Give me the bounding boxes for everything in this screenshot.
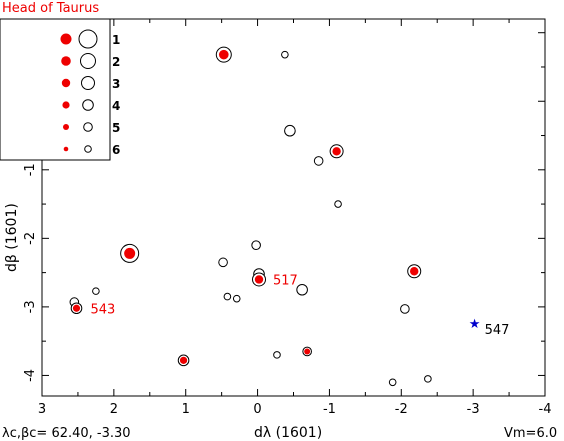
star-marker — [281, 50, 289, 59]
legend-open-marker — [81, 76, 95, 90]
star-label: 547 — [485, 323, 510, 338]
star-marker — [223, 292, 232, 301]
star-marker-fill — [72, 304, 81, 312]
x-tick-label: 2 — [110, 402, 118, 417]
legend-open-marker — [84, 145, 92, 153]
x-tick-label: -4 — [539, 402, 552, 417]
y-tick-label: -2 — [23, 232, 38, 245]
star-marker — [273, 351, 281, 359]
y-tick-label: -4 — [23, 369, 38, 382]
star-marker — [296, 283, 308, 296]
x-tick-label: -1 — [323, 402, 336, 417]
plot-frame — [41, 18, 546, 397]
x-axis-label: dλ (1601) — [254, 425, 322, 441]
legend-rank-label: 1 — [112, 33, 120, 47]
legend-filled-marker — [60, 33, 72, 45]
star-marker — [92, 287, 100, 295]
star-marker — [284, 124, 296, 137]
legend-open-marker — [83, 122, 93, 132]
star-marker — [334, 200, 342, 208]
star-marker-fill — [304, 348, 311, 355]
legend-open-marker — [82, 99, 94, 111]
legend-filled-marker — [62, 101, 70, 109]
x-tick-label: 1 — [182, 402, 190, 417]
star-marker — [218, 257, 228, 268]
star-marker — [313, 156, 324, 166]
legend-box — [0, 18, 111, 161]
star-marker-fill — [254, 275, 264, 284]
legend-filled-marker — [63, 124, 69, 130]
legend-rank-label: 2 — [112, 55, 120, 69]
point-label: 517 — [273, 273, 298, 288]
star-marker — [251, 240, 261, 250]
legend-filled-marker — [63, 146, 69, 152]
x-tick-label: 0 — [253, 402, 261, 417]
star-marker-fill — [124, 247, 136, 259]
legend-rank-label: 3 — [112, 77, 120, 91]
star-marker-fill — [332, 147, 341, 156]
legend-rank-label: 4 — [112, 99, 120, 113]
legend-open-marker — [80, 53, 96, 69]
legend: 1 2 3 4 5 6 — [0, 18, 120, 161]
footer-right: Vm=6.0 — [504, 426, 557, 441]
legend-filled-marker — [61, 78, 71, 88]
star-marker-fill — [218, 49, 229, 60]
legend-filled-marker — [61, 56, 71, 66]
star-marker — [232, 294, 241, 303]
star-marker-fill — [410, 267, 419, 276]
star-marker — [388, 378, 397, 387]
y-tick-label: -1 — [23, 163, 38, 176]
star-marker — [400, 304, 410, 314]
x-tick-label: 3 — [38, 402, 46, 417]
x-tick-label: -2 — [395, 402, 408, 417]
legend-open-marker — [78, 29, 98, 49]
x-tick-label: -3 — [467, 402, 480, 417]
footer-left: λc,βc= 62.40, -3.30 — [2, 426, 131, 441]
legend-rank-label: 6 — [112, 143, 120, 157]
star-marker — [424, 375, 432, 383]
point-label: 543 — [90, 302, 115, 317]
legend-rank-label: 5 — [112, 121, 120, 135]
y-axis-label: dβ (1601) — [4, 203, 20, 272]
star-marker-fill — [179, 356, 188, 364]
chart-title: Head of Taurus — [2, 1, 99, 16]
star-icon: ★ — [469, 317, 481, 332]
y-tick-label: -3 — [23, 300, 38, 313]
